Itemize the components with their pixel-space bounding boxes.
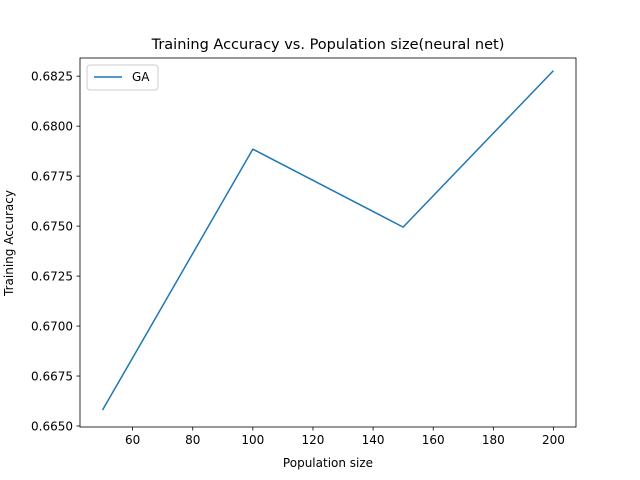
y-tick-label: 0.6775 [31,169,73,183]
legend-label-ga: GA [132,70,150,84]
series-line-ga [101,70,554,411]
y-axis-ticks: 0.6650 0.6675 0.6700 0.6725 0.6750 0.6775 0.68… [31,69,80,433]
y-tick-label: 0.6650 [31,419,73,433]
x-axis-ticks: 60 80 100 120 140 160 180 200 [125,427,565,447]
y-tick-label: 0.6675 [31,369,73,383]
legend-box [86,64,159,91]
x-tick-label: 160 [422,433,445,447]
plot-frame [79,57,577,428]
x-tick-label: 100 [241,433,264,447]
x-tick-label: 180 [482,433,505,447]
x-tick-label: 140 [362,433,385,447]
y-axis-label: Training Accuracy [2,190,16,297]
series-layer [101,70,554,411]
y-tick-label: 0.6750 [31,219,73,233]
x-tick-label: 200 [542,433,565,447]
y-tick-label: 0.6825 [31,69,73,83]
y-tick-label: 0.6700 [31,319,73,333]
chart-title: Training Accuracy vs. Population size(ne… [151,37,505,53]
y-tick-label: 0.6725 [31,269,73,283]
x-tick-label: 80 [185,433,200,447]
legend: GA [86,64,159,91]
x-tick-label: 60 [125,433,140,447]
y-tick-label: 0.6800 [31,119,73,133]
x-tick-label: 120 [302,433,325,447]
x-axis-label: Population size [283,456,373,470]
